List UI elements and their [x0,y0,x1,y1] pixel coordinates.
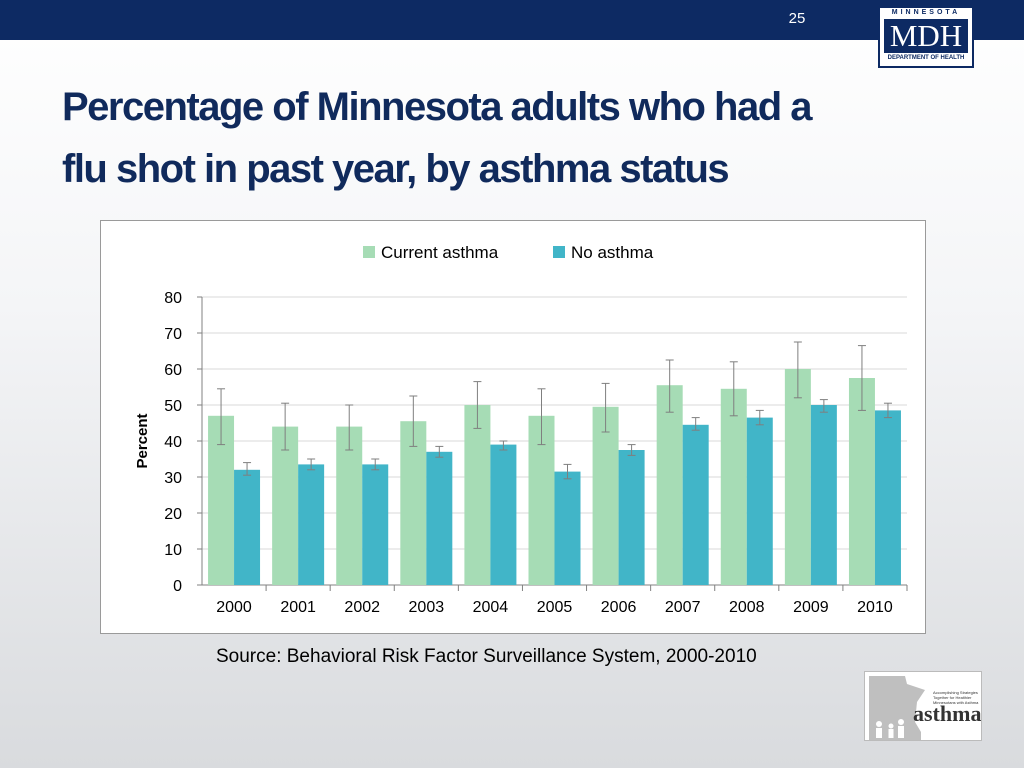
bar-current-asthma [784,369,811,585]
bar-no-asthma [746,417,773,585]
top-bar [0,0,1024,40]
mdh-logo-main-text: MDH [884,19,968,53]
x-tick-label: 2002 [344,599,380,616]
y-tick-label: 80 [164,290,182,307]
bar-chart: 0 10 20 30 40 50 60 70 80 Percent 2000 2001 2002 2003… [134,243,908,616]
y-tick-label: 60 [164,362,182,379]
x-tick-label: 2001 [280,599,316,616]
bar-no-asthma [362,464,389,585]
mdh-logo: MINNESOTA MDH DEPARTMENT OF HEALTH [878,6,974,68]
legend-no-asthma-swatch [553,246,565,258]
x-tick-label: 2010 [857,599,893,616]
bar-current-asthma [400,421,427,585]
mdh-logo-bottom-text: DEPARTMENT OF HEALTH [887,55,965,61]
asthma-logo-tagline: Accomplishing Strategies Together for He… [933,690,979,705]
x-tick-label: 2006 [601,599,637,616]
y-tick-label: 30 [164,470,182,487]
bar-no-asthma [874,410,901,585]
y-tick-label: 40 [164,434,182,451]
minnesota-state-outline-icon [869,676,925,740]
x-tick-label: 2004 [473,599,509,616]
y-tick-label: 50 [164,398,182,415]
chart-frame: 0 10 20 30 40 50 60 70 80 Percent 2000 2001 2002 2003… [100,220,926,634]
asthma-logo: Accomplishing Strategies Together for He… [864,671,982,741]
bar-no-asthma [810,405,837,585]
bar-current-asthma [592,406,619,585]
bar-no-asthma [426,451,453,585]
mdh-logo-top-text: MINNESOTA [891,9,961,16]
bar-no-asthma [554,471,581,585]
bar-current-asthma [720,388,747,585]
x-tick-label: 2005 [537,599,573,616]
source-note: Source: Behavioral Risk Factor Surveilla… [216,646,757,667]
bar-no-asthma [490,444,517,585]
bar-current-asthma [272,426,299,585]
y-axis-label: Percent [134,413,151,468]
y-tick-label: 10 [164,542,182,559]
bar-current-asthma [848,378,875,585]
legend-current-asthma-swatch [363,246,375,258]
bar-no-asthma [298,464,325,585]
y-tick-label: 0 [173,578,182,595]
legend-current-asthma-label: Current asthma [381,243,499,262]
bar-current-asthma [656,385,683,585]
y-tick-label: 70 [164,326,182,343]
legend-no-asthma-label: No asthma [571,243,654,262]
x-tick-label: 2000 [216,599,252,616]
bar-no-asthma [234,469,261,585]
asthma-logo-word: asthma [913,701,982,726]
y-tick-label: 20 [164,506,182,523]
bar-current-asthma [336,426,363,585]
slide-title: Percentage of Minnesota adults who had a… [62,76,962,200]
bar-current-asthma [464,405,491,585]
x-tick-label: 2007 [665,599,701,616]
slide-number: 25 [788,10,806,27]
x-tick-label: 2003 [409,599,445,616]
slide-title-line-2: flu shot in past year, by asthma status [62,147,730,191]
slide-title-line-1: Percentage of Minnesota adults who had a [62,85,813,129]
x-tick-label: 2009 [793,599,829,616]
bar-no-asthma [682,424,709,585]
x-tick-label: 2008 [729,599,765,616]
bar-no-asthma [618,450,645,585]
